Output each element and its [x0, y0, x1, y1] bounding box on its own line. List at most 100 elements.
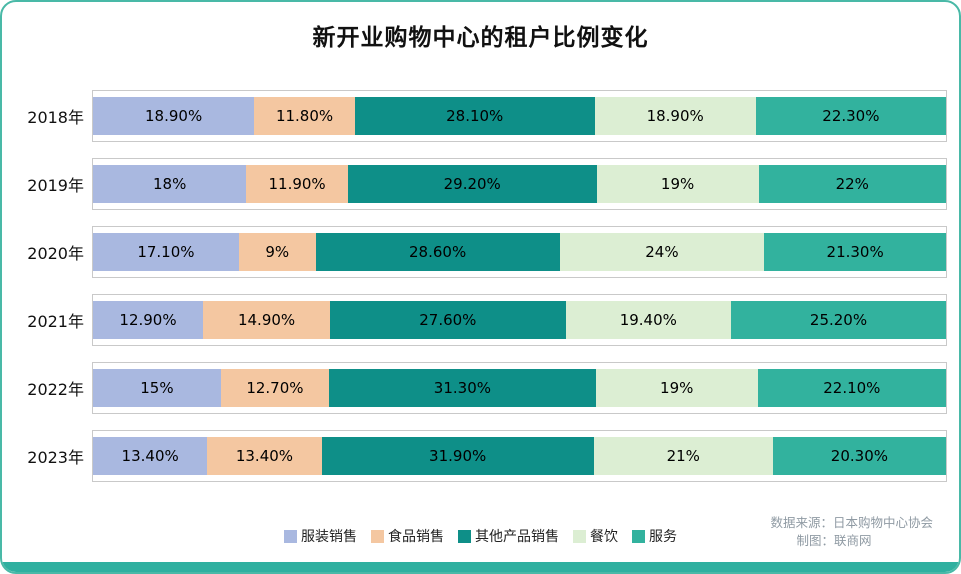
- legend: 服装销售 食品销售 其他产品销售 餐饮 服务: [2, 514, 959, 546]
- legend-item-dining: 餐饮: [573, 526, 618, 546]
- chart-row-2019: 2019年 18% 11.90% 29.20% 19% 22%: [12, 158, 947, 210]
- legend-label-apparel: 服装销售: [301, 529, 357, 545]
- legend-label-food: 食品销售: [388, 529, 444, 545]
- year-axis-label: 2023年: [27, 448, 84, 467]
- legend-label-services: 服务: [649, 529, 677, 545]
- stacked-bar-chart: 2018年 18.90% 11.80% 28.10% 18.90% 22.30% 2019年…: [12, 90, 947, 482]
- legend-swatch-dining: [573, 529, 586, 543]
- segment-value-label: 18%: [153, 175, 187, 193]
- segment-value-label: 12.70%: [246, 379, 304, 397]
- segment-value-label: 28.60%: [409, 243, 467, 261]
- segment-value-label: 20.30%: [830, 447, 888, 465]
- legend-swatch-apparel: [284, 529, 297, 543]
- chart-row-2022: 2022年 15% 12.70% 31.30% 19% 22.10%: [12, 362, 947, 414]
- segment-value-label: 14.90%: [237, 311, 296, 329]
- segment-value-label: 18.90%: [646, 107, 704, 125]
- bar-segment-food: 13.40%: [207, 437, 322, 475]
- bar-segment-food: 12.70%: [220, 369, 330, 407]
- legend-item-other-products: 其他产品销售: [458, 526, 559, 546]
- bar-track: 12.90% 14.90% 27.60% 19.40% 25.20%: [92, 294, 947, 346]
- segment-value-label: 21.30%: [826, 243, 884, 261]
- segment-value-label: 22.30%: [822, 107, 880, 125]
- bar-track: 18.90% 11.80% 28.10% 18.90% 22.30%: [92, 90, 947, 142]
- bar-segment-other-products: 31.30%: [329, 369, 596, 407]
- bar-segment-other-products: 31.90%: [321, 437, 594, 475]
- stacked-bar: 12.90% 14.90% 27.60% 19.40% 25.20%: [93, 301, 946, 339]
- bar-segment-food: 14.90%: [203, 301, 331, 339]
- segment-value-label: 11.90%: [268, 175, 326, 193]
- segment-value-label: 13.40%: [235, 447, 294, 465]
- bar-segment-dining: 24%: [559, 233, 765, 271]
- segment-value-label: 22%: [835, 175, 869, 193]
- bar-segment-dining: 19%: [596, 165, 759, 203]
- bar-segment-dining: 21%: [593, 437, 773, 475]
- stacked-bar: 13.40% 13.40% 31.90% 21% 20.30%: [93, 437, 946, 475]
- segment-value-label: 24%: [645, 243, 679, 261]
- bottom-accent-bar: [2, 562, 959, 572]
- bar-segment-food: 9%: [238, 233, 316, 271]
- bar-segment-other-products: 28.10%: [354, 97, 595, 135]
- segment-value-label: 25.20%: [809, 311, 868, 329]
- segment-value-label: 9%: [265, 243, 290, 261]
- credit-text: 制图：联商网: [796, 533, 872, 548]
- chart-row-2023: 2023年 13.40% 13.40% 31.90% 21% 20.30%: [12, 430, 947, 482]
- legend-swatch-services: [632, 529, 645, 543]
- year-axis-label: 2019年: [27, 176, 84, 195]
- chart-footer: 服装销售 食品销售 其他产品销售 餐饮 服务 数据来源：日本购物中心协会 制图：联商网: [2, 514, 959, 558]
- bar-segment-apparel: 17.10%: [93, 233, 239, 271]
- stacked-bar: 15% 12.70% 31.30% 19% 22.10%: [93, 369, 946, 407]
- legend-item-food: 食品销售: [371, 526, 444, 546]
- bar-track: 18% 11.90% 29.20% 19% 22%: [92, 158, 947, 210]
- segment-value-label: 19.40%: [619, 311, 677, 329]
- segment-value-label: 18.90%: [145, 107, 203, 125]
- bar-segment-apparel: 18%: [93, 165, 247, 203]
- bar-track: 17.10% 9% 28.60% 24% 21.30%: [92, 226, 947, 278]
- segment-value-label: 11.80%: [275, 107, 334, 125]
- legend-swatch-other-products: [458, 529, 471, 543]
- bar-segment-services: 21.30%: [764, 233, 946, 271]
- stacked-bar: 17.10% 9% 28.60% 24% 21.30%: [93, 233, 946, 271]
- stacked-bar: 18% 11.90% 29.20% 19% 22%: [93, 165, 946, 203]
- bar-segment-apparel: 12.90%: [93, 301, 204, 339]
- bar-segment-food: 11.80%: [254, 97, 355, 135]
- segment-value-label: 15%: [140, 379, 174, 397]
- chart-title: 新开业购物中心的租户比例变化: [312, 25, 649, 51]
- source-note: 数据来源：日本购物中心协会 制图：联商网: [770, 514, 933, 550]
- stacked-bar: 18.90% 11.80% 28.10% 18.90% 22.30%: [93, 97, 946, 135]
- segment-value-label: 28.10%: [446, 107, 504, 125]
- bar-segment-services: 20.30%: [772, 437, 946, 475]
- bar-segment-apparel: 13.40%: [93, 437, 208, 475]
- bar-segment-services: 25.20%: [731, 301, 946, 339]
- segment-value-label: 21%: [666, 447, 700, 465]
- segment-value-label: 13.40%: [121, 447, 179, 465]
- year-axis-label: 2018年: [27, 108, 84, 127]
- bar-segment-services: 22.30%: [755, 97, 946, 135]
- data-source-text: 数据来源：日本购物中心协会: [770, 515, 933, 530]
- legend-label-other-products: 其他产品销售: [475, 529, 559, 545]
- bar-segment-dining: 19.40%: [565, 301, 732, 339]
- year-axis-label: 2022年: [27, 380, 84, 399]
- bar-segment-other-products: 29.20%: [347, 165, 597, 203]
- segment-value-label: 22.10%: [823, 379, 881, 397]
- bar-segment-other-products: 27.60%: [330, 301, 566, 339]
- legend-label-dining: 餐饮: [590, 529, 618, 545]
- bar-segment-food: 11.90%: [246, 165, 348, 203]
- bar-segment-services: 22.10%: [757, 369, 946, 407]
- legend-item-apparel: 服装销售: [284, 526, 357, 546]
- year-axis-label: 2020年: [27, 244, 84, 263]
- chart-row-2020: 2020年 17.10% 9% 28.60% 24% 21.30%: [12, 226, 947, 278]
- legend-swatch-food: [371, 529, 384, 543]
- segment-value-label: 31.30%: [433, 379, 491, 397]
- segment-value-label: 19%: [660, 379, 694, 397]
- segment-value-label: 12.90%: [119, 311, 177, 329]
- bar-track: 13.40% 13.40% 31.90% 21% 20.30%: [92, 430, 947, 482]
- bar-segment-apparel: 15%: [93, 369, 221, 407]
- chart-row-2018: 2018年 18.90% 11.80% 28.10% 18.90% 22.30%: [12, 90, 947, 142]
- segment-value-label: 29.20%: [443, 175, 501, 193]
- bar-segment-dining: 19%: [595, 369, 758, 407]
- bar-segment-other-products: 28.60%: [315, 233, 560, 271]
- segment-value-label: 17.10%: [137, 243, 195, 261]
- chart-row-2021: 2021年 12.90% 14.90% 27.60% 19.40% 25.20%: [12, 294, 947, 346]
- segment-value-label: 19%: [660, 175, 695, 193]
